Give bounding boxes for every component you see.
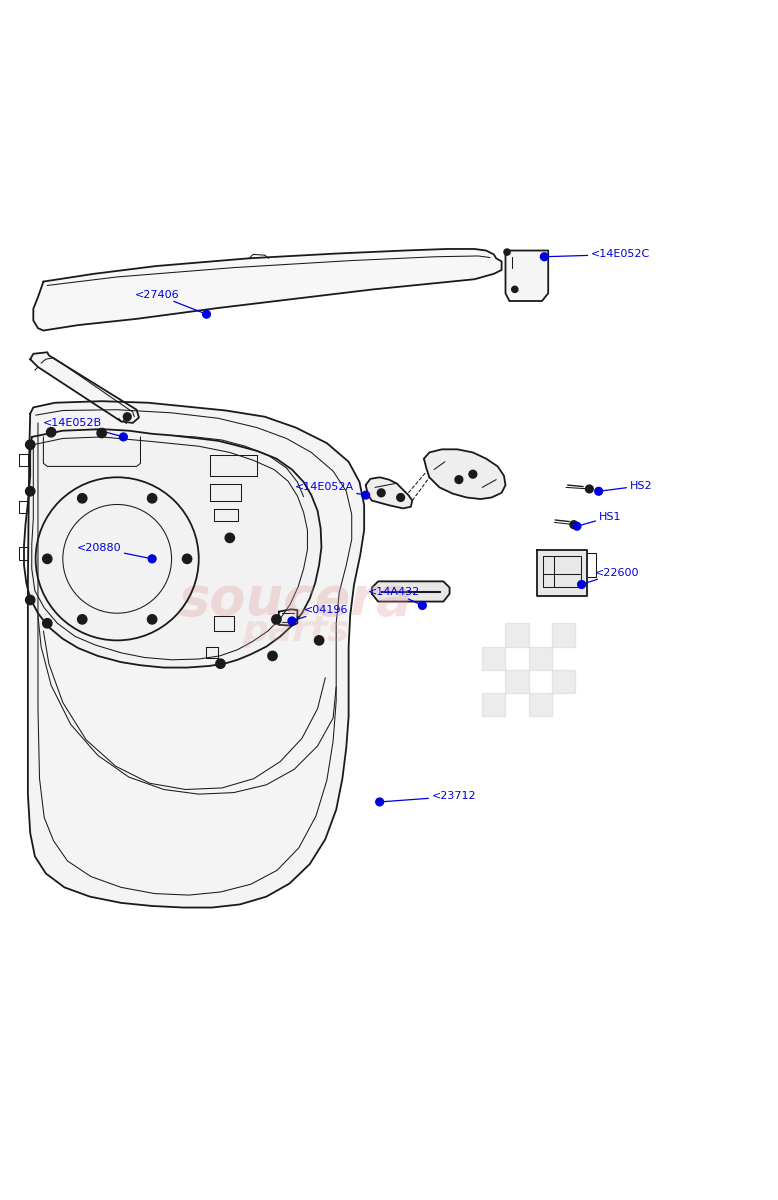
Circle shape [47, 427, 56, 437]
Circle shape [97, 428, 107, 438]
Circle shape [504, 248, 510, 256]
Bar [529, 647, 552, 670]
Circle shape [43, 619, 52, 628]
Circle shape [288, 617, 296, 625]
Circle shape [376, 798, 384, 806]
Circle shape [26, 440, 35, 449]
Bar [506, 670, 529, 694]
Text: <14A432: <14A432 [368, 587, 420, 605]
Text: <14E052B: <14E052B [43, 418, 121, 436]
Circle shape [202, 311, 210, 318]
Text: <04196: <04196 [295, 605, 348, 620]
Circle shape [149, 554, 156, 563]
Polygon shape [424, 449, 506, 499]
Bar [506, 623, 529, 647]
Circle shape [26, 487, 35, 496]
Circle shape [469, 470, 477, 478]
Polygon shape [372, 581, 450, 601]
Text: <22600: <22600 [584, 568, 640, 583]
Polygon shape [24, 430, 321, 667]
Polygon shape [28, 401, 364, 907]
Text: HS1: HS1 [580, 512, 621, 526]
Polygon shape [30, 353, 139, 422]
Text: <23712: <23712 [383, 792, 476, 802]
Text: <27406: <27406 [135, 289, 204, 313]
Circle shape [124, 413, 131, 421]
Polygon shape [33, 248, 502, 330]
Bar [482, 647, 506, 670]
Bar [552, 623, 576, 647]
Circle shape [314, 636, 324, 646]
Bar [552, 670, 576, 694]
Text: HS2: HS2 [601, 481, 653, 491]
Text: soucera: soucera [179, 574, 412, 626]
Text: <14E052C: <14E052C [547, 250, 650, 259]
Bar [482, 694, 506, 716]
Circle shape [272, 614, 281, 624]
Circle shape [595, 487, 603, 496]
Polygon shape [279, 610, 297, 625]
Circle shape [26, 595, 35, 605]
Circle shape [455, 475, 463, 484]
Circle shape [541, 253, 548, 260]
Circle shape [216, 659, 225, 668]
Bar [529, 694, 552, 716]
Circle shape [512, 287, 518, 293]
Circle shape [419, 601, 426, 610]
Circle shape [148, 614, 157, 624]
Circle shape [362, 491, 370, 499]
Circle shape [148, 493, 157, 503]
Circle shape [120, 433, 128, 440]
Polygon shape [537, 550, 587, 596]
Circle shape [586, 485, 594, 493]
Circle shape [573, 522, 581, 530]
Circle shape [43, 554, 52, 564]
Text: <14E052A: <14E052A [295, 482, 363, 494]
Circle shape [268, 652, 277, 660]
Text: <20880: <20880 [76, 542, 149, 558]
Circle shape [182, 554, 191, 564]
Circle shape [377, 488, 385, 497]
Circle shape [225, 533, 234, 542]
Circle shape [78, 614, 87, 624]
Polygon shape [506, 251, 548, 301]
Text: parts: parts [243, 614, 349, 648]
Polygon shape [366, 478, 412, 509]
Circle shape [578, 581, 586, 588]
Circle shape [570, 521, 578, 528]
Circle shape [397, 493, 405, 502]
Circle shape [78, 493, 87, 503]
